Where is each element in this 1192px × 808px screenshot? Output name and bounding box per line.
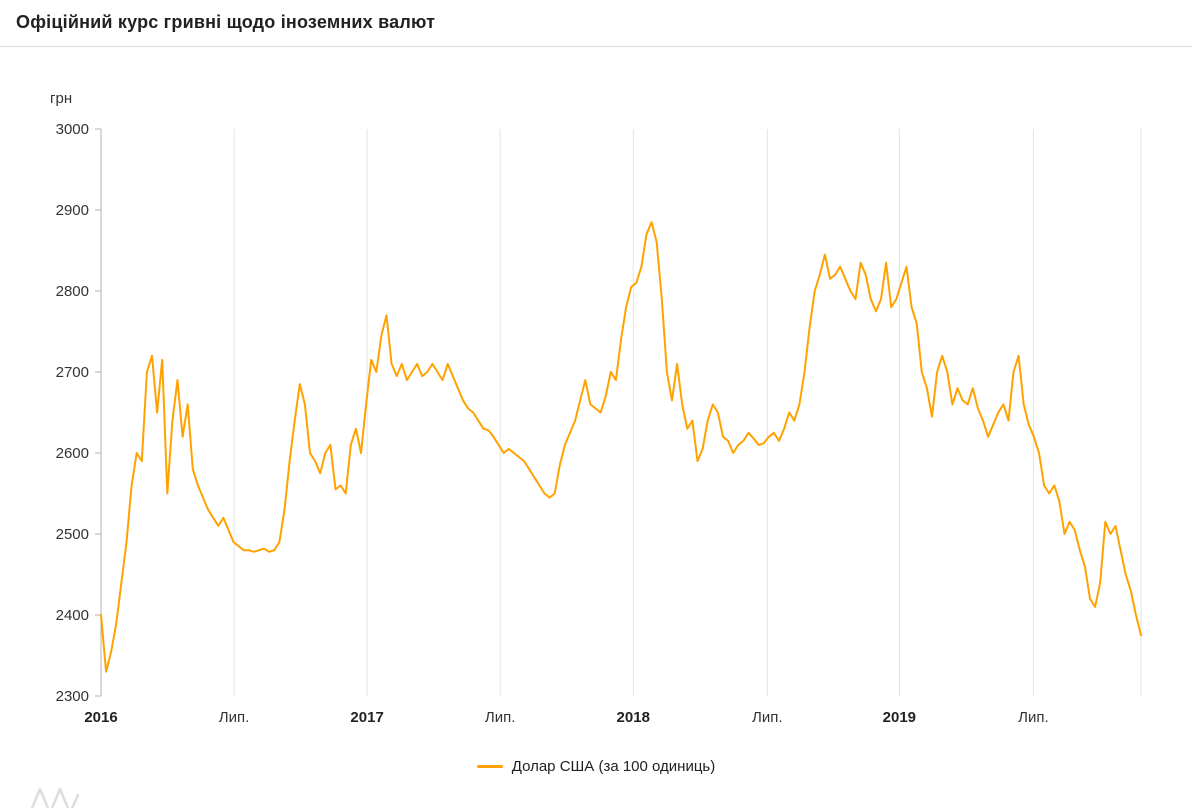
line-chart[interactable]: грн 3000 2900 2800 2700 2600 2500 2400 2300 2016… [0, 47, 1192, 747]
legend-line-swatch [476, 765, 503, 768]
axis-layer [95, 128, 102, 697]
gridlines-layer [100, 129, 1142, 696]
y-tick-label: 2400 [56, 607, 89, 624]
x-tick-label: 2018 [617, 709, 650, 726]
legend-label: Долар США (за 100 одиниць) [511, 758, 716, 775]
series-layer [100, 221, 1142, 673]
chart-legend[interactable]: Долар США (за 100 одиниць) [0, 758, 1192, 775]
x-tick-label: 2016 [84, 709, 117, 726]
x-tick-label: 2017 [350, 709, 383, 726]
y-tick-label: 2700 [56, 364, 89, 381]
y-tick-label: 2800 [56, 283, 89, 300]
y-tick-label: 2300 [56, 688, 89, 705]
x-tick-label: Лип. [485, 709, 516, 726]
usd-series-line[interactable] [100, 221, 1142, 673]
nbu-watermark-logo [26, 783, 96, 808]
y-axis-unit-label: грн [50, 90, 72, 107]
y-tick-label: 3000 [56, 121, 89, 138]
chart-area: грн 3000 2900 2800 2700 2600 2500 2400 2300 2016… [0, 47, 1192, 775]
x-tick-label: Лип. [219, 709, 250, 726]
x-tick-label: Лип. [1018, 709, 1049, 726]
x-tick-label: Лип. [752, 709, 783, 726]
page-header: Офіційний курс гривні щодо іноземних вал… [0, 0, 1192, 47]
y-tick-label: 2900 [56, 202, 89, 219]
y-tick-label: 2600 [56, 445, 89, 462]
axis-labels-layer: 3000 2900 2800 2700 2600 2500 2400 2300 2016 Лип.… [56, 121, 1049, 726]
x-tick-label: 2019 [883, 709, 916, 726]
y-tick-label: 2500 [56, 526, 89, 543]
page-title: Офіційний курс гривні щодо іноземних вал… [16, 12, 436, 32]
